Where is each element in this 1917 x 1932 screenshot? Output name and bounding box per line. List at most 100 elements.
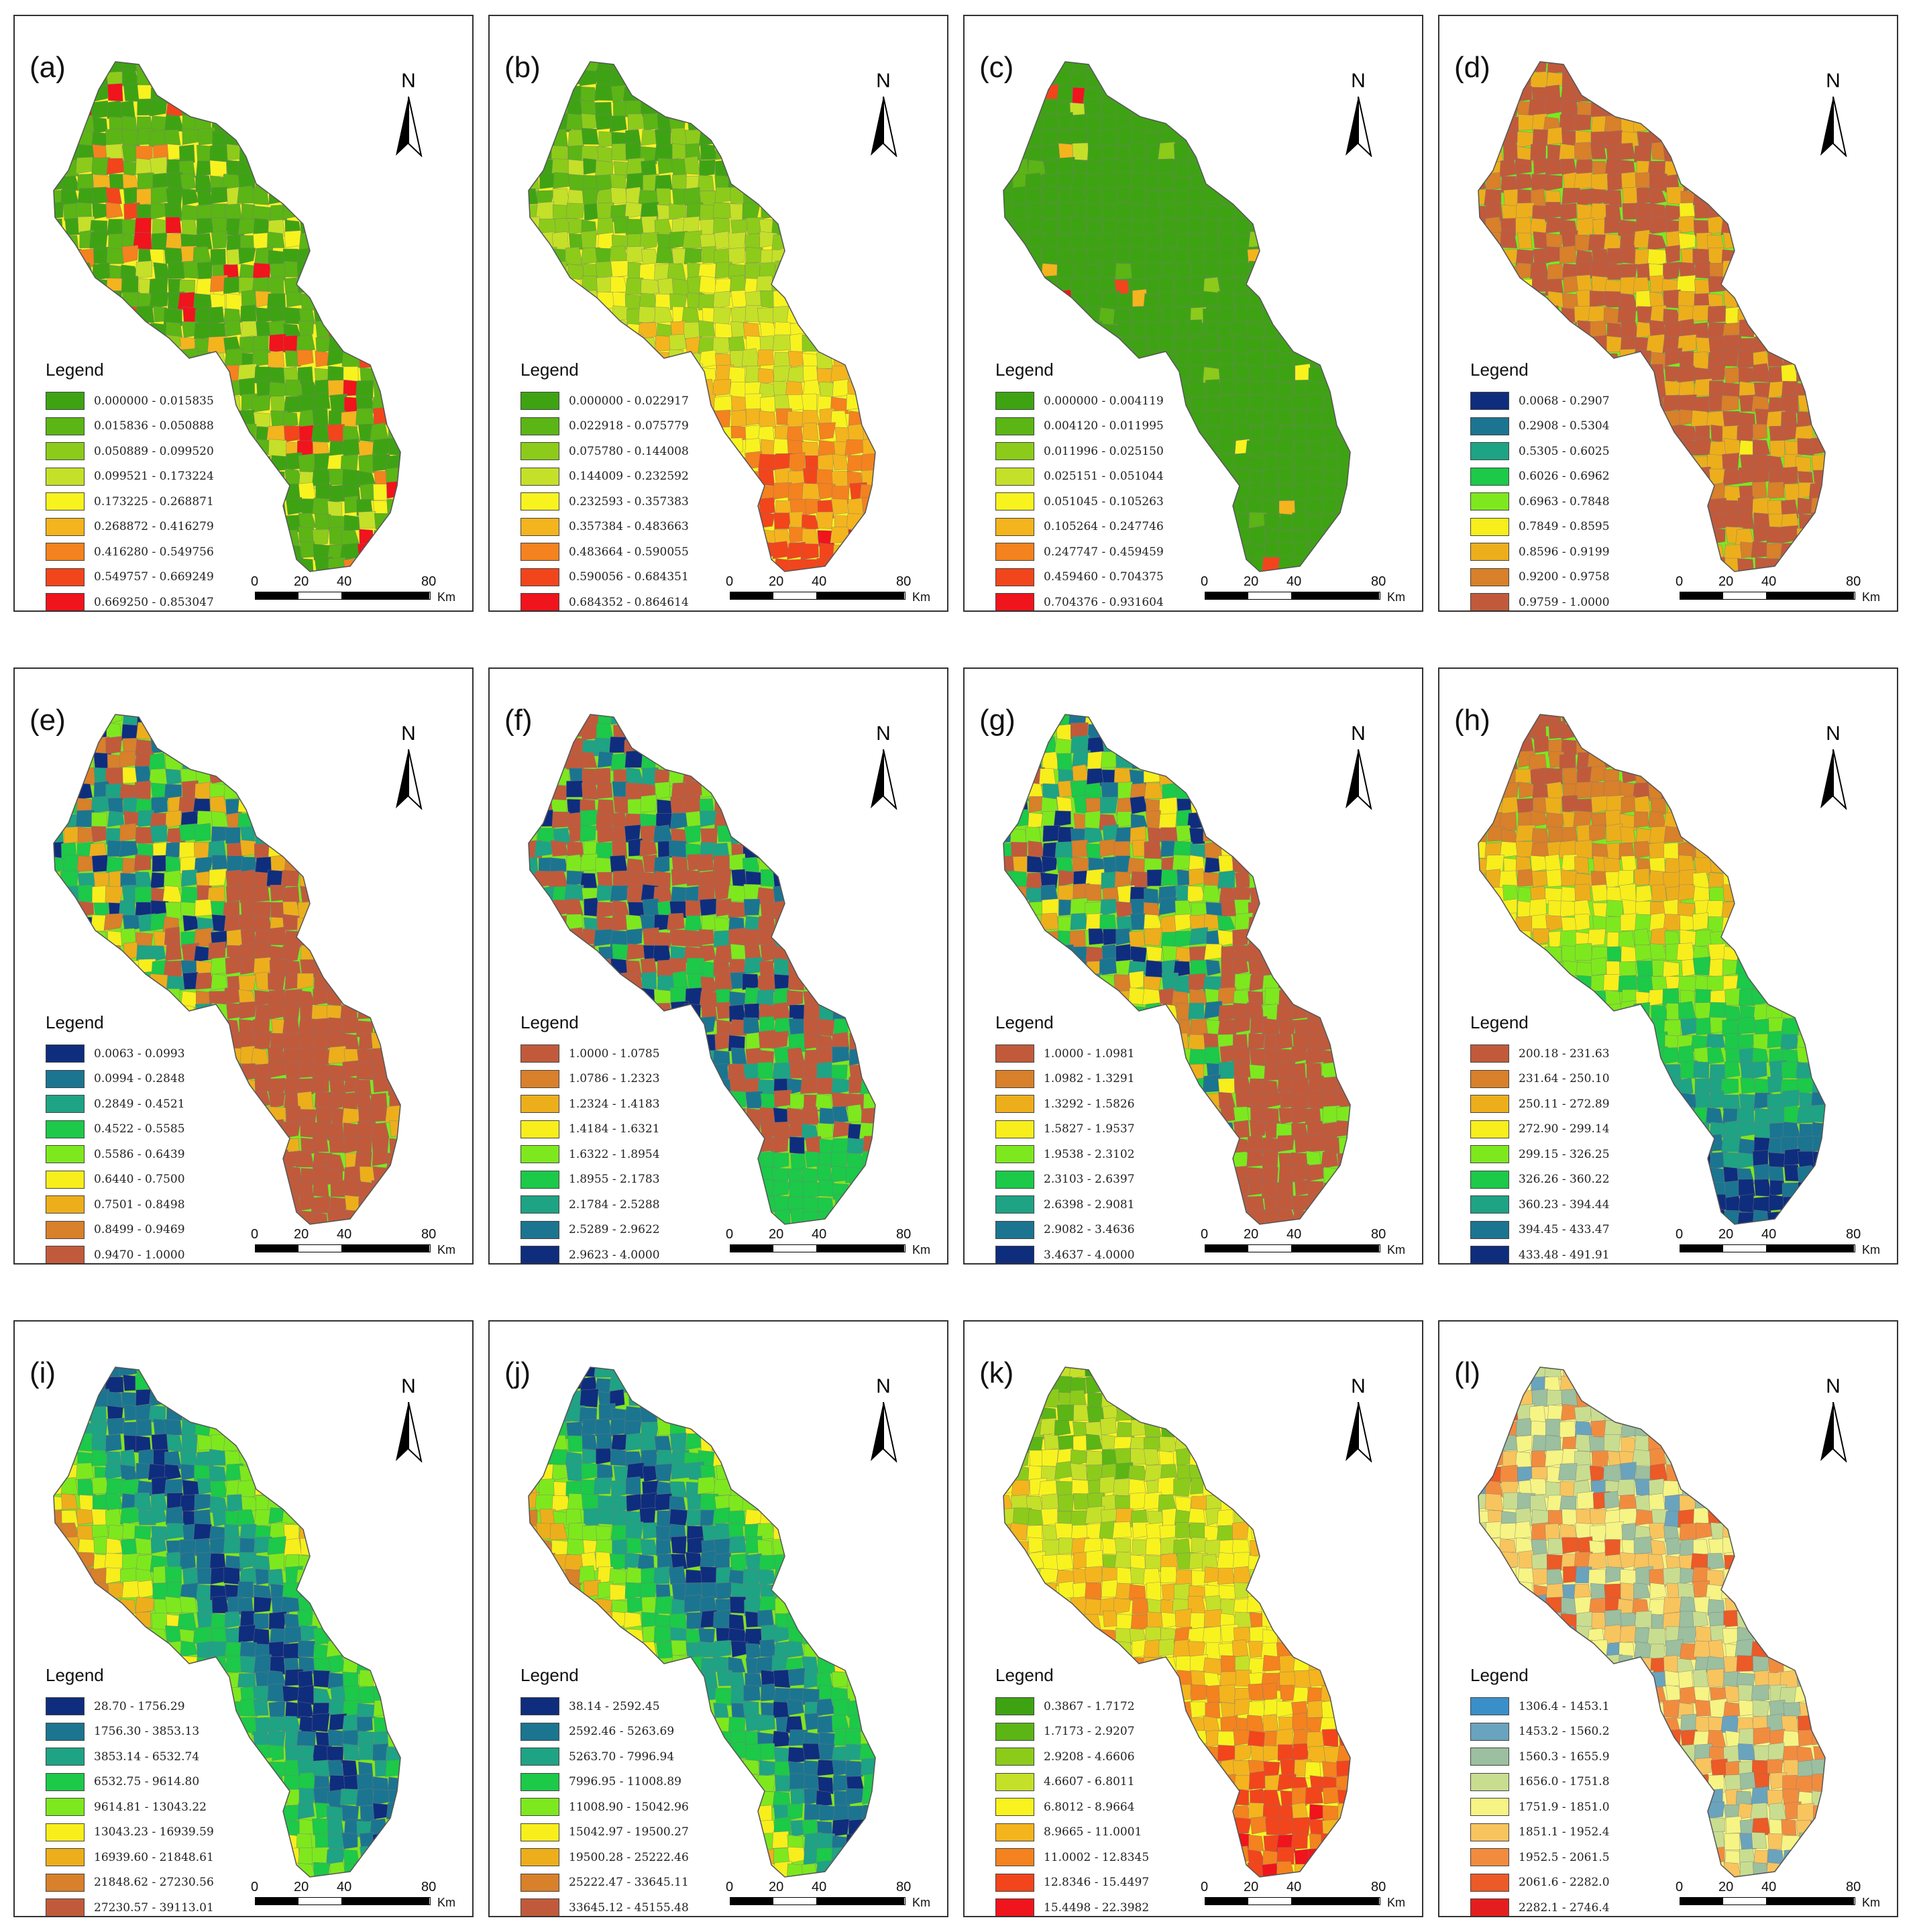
district-unit	[284, 752, 301, 770]
district-unit	[1003, 249, 1018, 266]
district-unit	[400, 1194, 417, 1211]
legend-swatch	[995, 568, 1034, 586]
district-unit	[327, 1209, 345, 1224]
district-unit	[325, 810, 345, 828]
legend-range-label: 0.000000 - 0.015835	[94, 394, 214, 408]
district-unit	[861, 337, 875, 356]
district-unit	[1824, 496, 1825, 514]
district-unit	[300, 930, 316, 947]
legend-range-label: 0.0063 - 0.0993	[94, 1046, 185, 1061]
district-unit	[119, 751, 136, 768]
district-unit	[1102, 85, 1119, 103]
district-unit	[817, 826, 835, 847]
district-unit	[1720, 395, 1739, 412]
district-unit	[238, 248, 256, 264]
district-unit	[529, 810, 540, 828]
district-unit	[387, 927, 400, 947]
district-unit	[1295, 469, 1310, 486]
district-unit	[877, 557, 897, 573]
district-unit	[609, 246, 628, 264]
district-unit	[1751, 203, 1769, 221]
scale-segment	[1723, 592, 1766, 599]
district-unit	[1709, 84, 1727, 102]
district-unit	[357, 958, 375, 976]
district-unit	[211, 1063, 227, 1083]
district-unit	[1676, 274, 1696, 294]
district-unit	[715, 740, 732, 757]
district-unit	[1486, 323, 1503, 340]
district-unit	[536, 262, 553, 279]
district-unit	[801, 393, 818, 411]
district-unit	[402, 337, 419, 354]
district-unit	[268, 1061, 286, 1078]
district-unit	[252, 262, 271, 280]
district-unit	[342, 958, 360, 975]
district-unit	[1721, 158, 1740, 176]
north-arrow: N	[1810, 70, 1857, 170]
legend-entry: 0.173225 - 0.268871	[46, 489, 214, 515]
district-unit	[1058, 143, 1075, 160]
district-unit	[728, 498, 746, 517]
district-unit	[93, 320, 111, 339]
district-unit	[578, 751, 598, 768]
district-unit	[60, 290, 80, 307]
district-unit	[846, 513, 865, 530]
district-unit	[529, 796, 541, 814]
district-unit	[54, 884, 63, 903]
district-unit	[1293, 292, 1313, 310]
district-unit	[327, 278, 345, 295]
district-unit	[846, 292, 864, 309]
district-unit	[54, 972, 66, 991]
district-unit	[1678, 233, 1696, 250]
district-unit	[529, 216, 541, 235]
district-unit	[1248, 62, 1267, 72]
district-unit	[166, 975, 186, 992]
district-unit	[743, 187, 761, 205]
district-unit	[580, 853, 598, 871]
district-unit	[91, 812, 107, 829]
district-unit	[282, 714, 301, 727]
district-unit	[237, 528, 257, 545]
legend-entry: 0.4522 - 0.5585	[46, 1117, 185, 1142]
district-unit	[553, 323, 569, 340]
district-unit	[223, 1165, 241, 1182]
district-unit	[239, 129, 258, 147]
district-unit	[1813, 367, 1825, 385]
district-unit	[1278, 337, 1295, 354]
district-unit	[1720, 218, 1741, 235]
district-unit	[745, 725, 764, 742]
district-unit	[1478, 160, 1490, 176]
district-unit	[789, 98, 807, 116]
district-unit	[1217, 513, 1237, 530]
district-unit	[402, 1004, 418, 1022]
district-unit	[1003, 131, 1014, 148]
district-unit	[372, 1075, 391, 1093]
north-arrow-icon	[1346, 97, 1372, 157]
district-unit	[1085, 98, 1101, 116]
district-unit	[344, 160, 362, 178]
district-unit	[789, 83, 808, 101]
district-unit	[743, 83, 761, 102]
district-unit	[743, 557, 761, 572]
district-unit	[859, 394, 875, 412]
district-unit	[227, 1209, 243, 1224]
district-unit	[699, 810, 718, 827]
scale-tick-label: 0	[1201, 574, 1209, 589]
district-unit	[401, 914, 418, 932]
district-unit	[682, 230, 703, 249]
district-unit	[757, 186, 775, 204]
district-unit	[151, 796, 168, 814]
district-unit	[252, 515, 272, 533]
district-unit	[401, 350, 419, 366]
district-unit	[342, 1210, 362, 1224]
district-unit	[789, 114, 808, 131]
legend-range-label: 0.000000 - 0.004119	[1044, 394, 1164, 408]
district-unit	[54, 86, 66, 104]
district-unit	[54, 262, 65, 281]
district-unit	[656, 62, 675, 72]
district-unit	[356, 320, 375, 337]
district-unit	[1618, 99, 1637, 119]
district-unit	[298, 69, 317, 87]
district-unit	[1810, 321, 1825, 338]
district-unit	[538, 62, 556, 73]
